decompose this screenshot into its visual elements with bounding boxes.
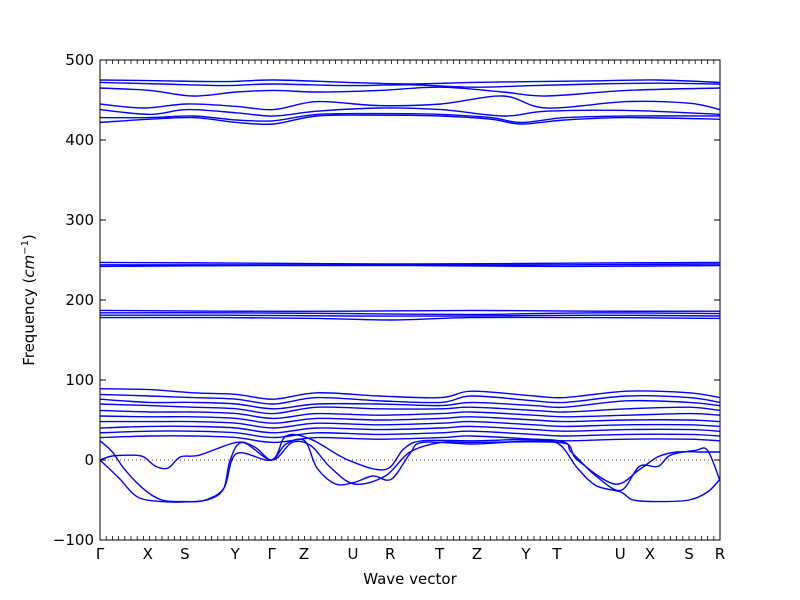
phonon-band-2 bbox=[99, 81, 721, 88]
x-axis-title: Wave vector bbox=[363, 570, 457, 588]
phonon-band-3 bbox=[99, 86, 721, 97]
y-tick-label: 500 bbox=[65, 51, 94, 69]
phonon-band-9 bbox=[100, 263, 721, 266]
phonon-band-25 bbox=[99, 438, 721, 503]
y-tick-label: −100 bbox=[53, 531, 94, 549]
y-axis-title: Frequency (cm−1) bbox=[20, 234, 38, 366]
plot-background bbox=[100, 60, 720, 540]
x-tick-label: X bbox=[645, 545, 655, 563]
x-tick-label: T bbox=[551, 545, 562, 563]
phonon-band-5 bbox=[99, 107, 721, 117]
phonon-band-6 bbox=[99, 112, 721, 124]
phonon-band-24 bbox=[99, 435, 721, 444]
x-tick-label: Γ bbox=[268, 545, 277, 563]
phonon-band-17 bbox=[99, 398, 721, 410]
x-tick-label: U bbox=[615, 545, 626, 563]
x-tick-label: X bbox=[143, 545, 153, 563]
phonon-band-4 bbox=[99, 95, 721, 111]
y-tick-label: 300 bbox=[65, 211, 94, 229]
x-tick-label: R bbox=[715, 545, 725, 563]
y-tick-label: 200 bbox=[65, 291, 94, 309]
x-tick-label: Y bbox=[230, 545, 241, 563]
phonon-band-22 bbox=[99, 425, 721, 434]
y-axis-unit: cm bbox=[20, 255, 38, 278]
phonon-band-23 bbox=[99, 430, 721, 439]
phonon-band-12 bbox=[99, 312, 721, 316]
y-tick-label: 0 bbox=[84, 451, 94, 469]
x-tick-label: S bbox=[180, 545, 190, 563]
phonon-band-8 bbox=[99, 261, 721, 265]
y-tick-label: 100 bbox=[65, 371, 94, 389]
x-tick-label: Z bbox=[299, 545, 309, 563]
phonon-band-10 bbox=[99, 264, 721, 268]
phonon-band-19 bbox=[99, 409, 721, 420]
phonon-band-15 bbox=[99, 388, 721, 400]
phonon-band-14 bbox=[99, 316, 721, 321]
bands-layer bbox=[99, 79, 721, 503]
x-tick-label: Z bbox=[472, 545, 482, 563]
x-tick-label: U bbox=[347, 545, 358, 563]
y-axis: 500 400 300 200 100 0 −100 bbox=[53, 51, 720, 549]
phonon-band-1 bbox=[99, 79, 721, 85]
x-tick-label: Y bbox=[520, 545, 531, 563]
x-tick-label: R bbox=[385, 545, 395, 563]
x-tick-label: S bbox=[684, 545, 694, 563]
phonon-band-7 bbox=[99, 114, 721, 126]
x-tick-label: Γ bbox=[96, 545, 105, 563]
y-tick-label: 400 bbox=[65, 131, 94, 149]
phonon-band-11 bbox=[99, 309, 721, 312]
y-axis-unit-exponent: −1 bbox=[20, 240, 31, 255]
phonon-band-21 bbox=[100, 420, 721, 429]
y-axis-title-text: Frequency bbox=[20, 288, 38, 366]
x-tick-label: T bbox=[434, 545, 445, 563]
phonon-band-16 bbox=[99, 393, 721, 405]
phonon-band-18 bbox=[99, 403, 721, 415]
phonon-band-13 bbox=[99, 314, 721, 317]
phonon-band-20 bbox=[99, 415, 721, 424]
